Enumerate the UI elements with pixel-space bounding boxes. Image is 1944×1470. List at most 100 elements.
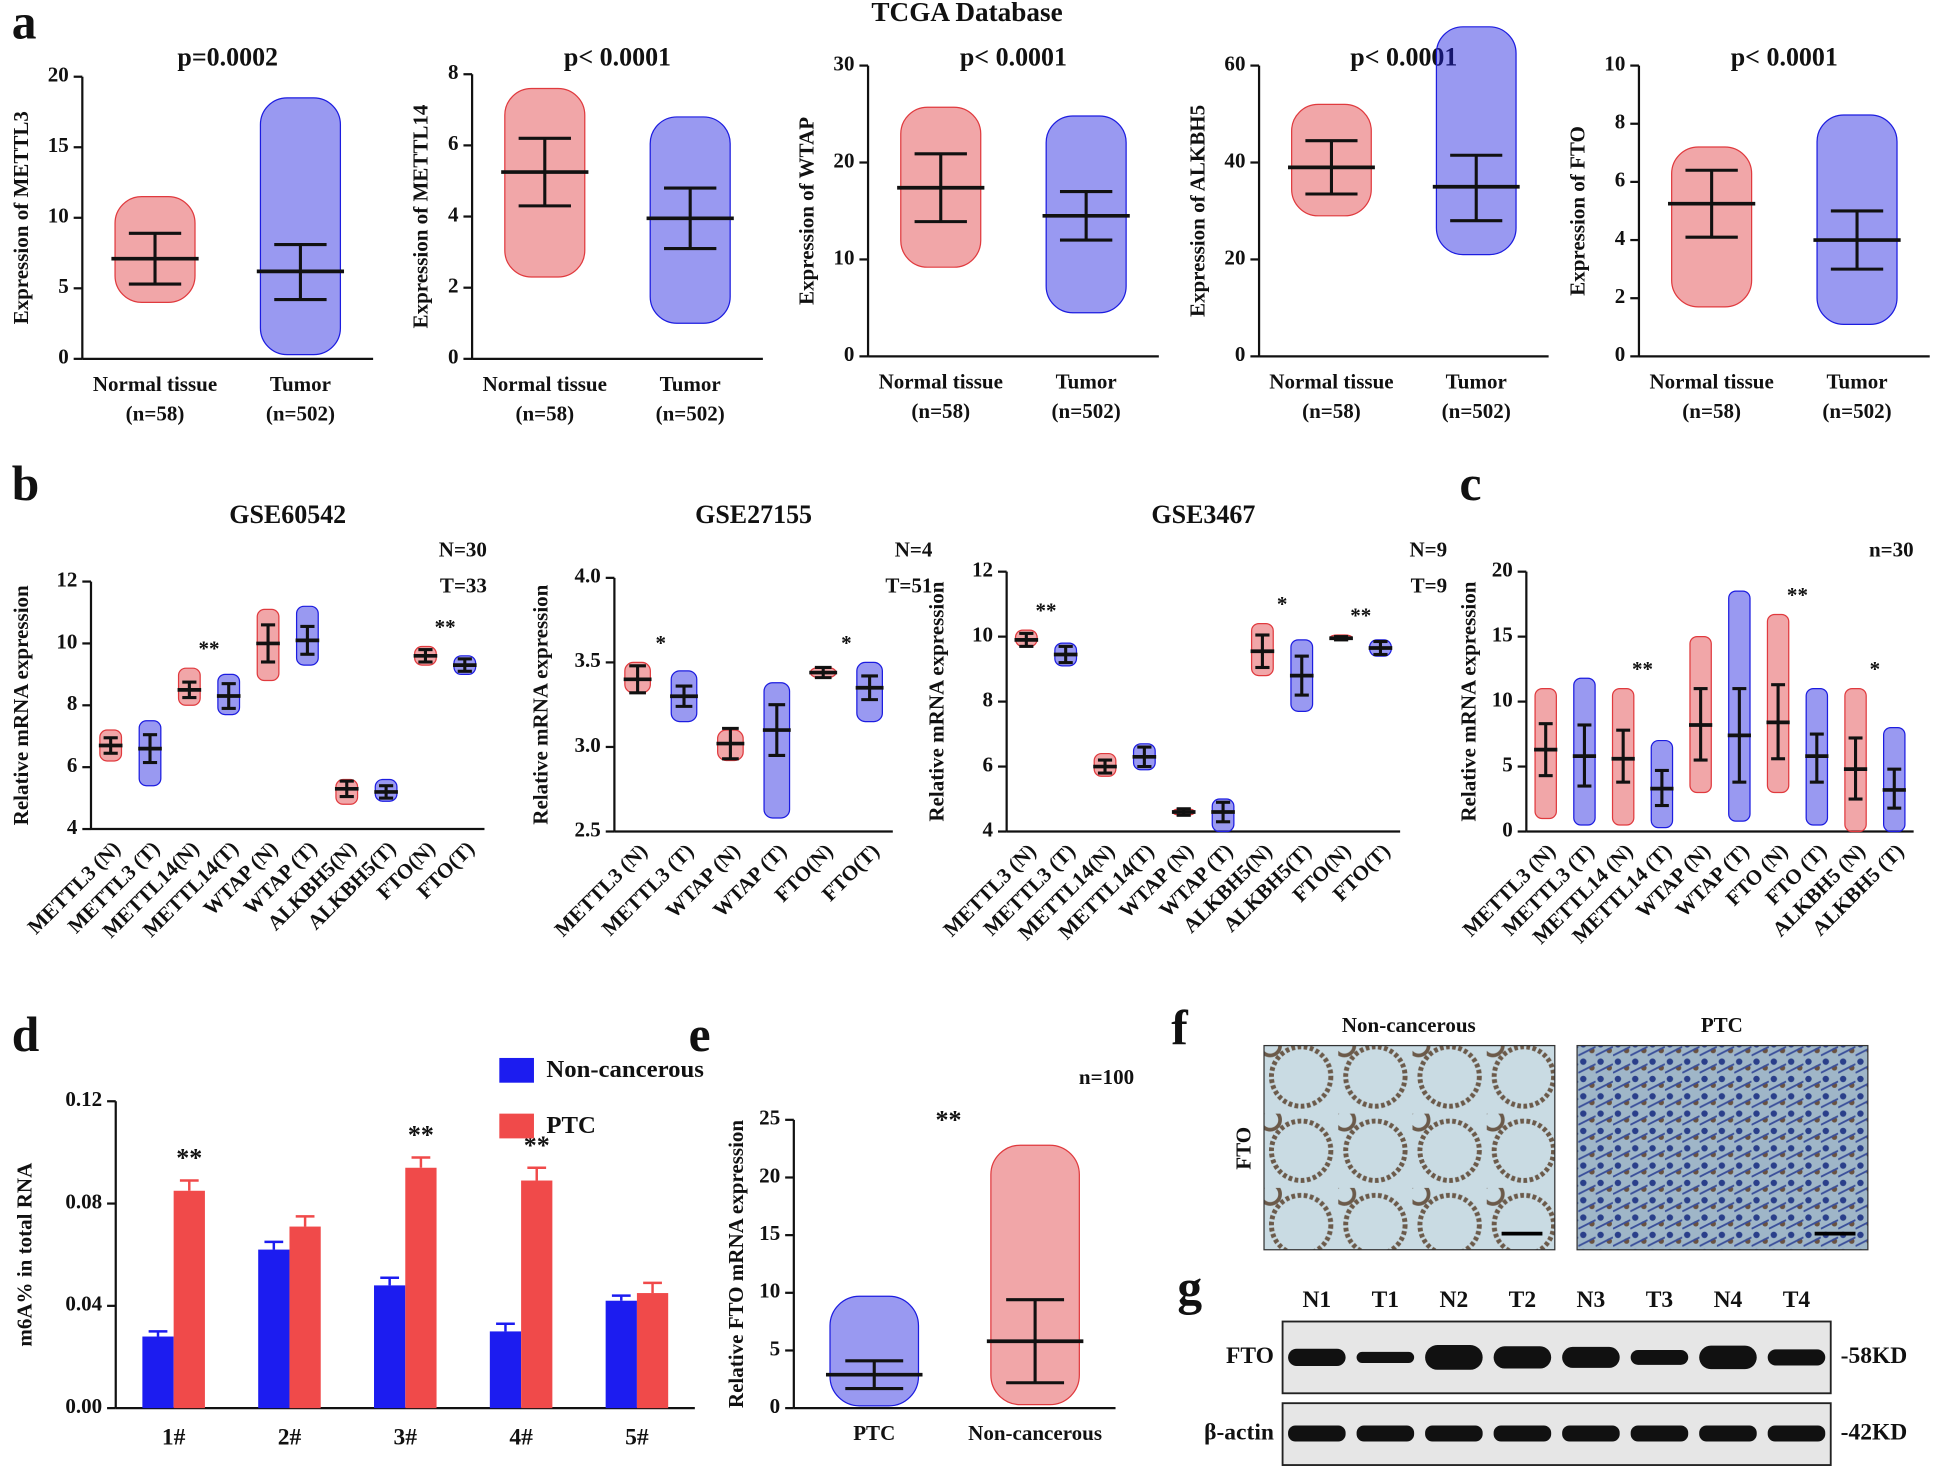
y-axis-label: Relative FTO mRNA expression bbox=[724, 1120, 748, 1408]
annotation: N=9 bbox=[1409, 538, 1447, 562]
y-tick-label: 6 bbox=[1615, 168, 1626, 192]
y-tick-label: 0 bbox=[58, 345, 69, 369]
y-tick-label: 2 bbox=[1615, 284, 1626, 308]
x-tick-label: Tumor bbox=[1826, 369, 1887, 393]
blot-band bbox=[1356, 1425, 1415, 1442]
annotation: N=4 bbox=[895, 538, 933, 562]
y-tick-label: 10 bbox=[972, 622, 993, 646]
annotation: T=33 bbox=[440, 574, 487, 598]
y-tick-label: 25 bbox=[759, 1106, 780, 1130]
y-tick-label: 20 bbox=[759, 1163, 780, 1187]
panel-label: d bbox=[12, 1007, 40, 1062]
y-tick-label: 0.04 bbox=[65, 1292, 102, 1316]
y-axis-label: Relative mRNA expression bbox=[924, 581, 948, 821]
y-tick-label: 5 bbox=[58, 274, 69, 298]
x-tick-label: Tumor bbox=[270, 372, 331, 396]
annotation: N=30 bbox=[439, 538, 487, 562]
y-axis-label: m6A% in total RNA bbox=[12, 1162, 36, 1347]
dot-cloud bbox=[1435, 26, 1517, 256]
significance: ** bbox=[199, 637, 220, 661]
y-tick-label: 5 bbox=[1502, 752, 1513, 776]
y-tick-label: 15 bbox=[48, 133, 69, 157]
y-axis-label: Expression of METTL14 bbox=[408, 104, 432, 328]
y-axis-label: Expression of ALKBH5 bbox=[1186, 105, 1210, 317]
panel-label: b bbox=[12, 456, 40, 511]
blot-band bbox=[1699, 1345, 1757, 1370]
blot-band bbox=[1562, 1346, 1620, 1368]
significance: ** bbox=[936, 1105, 962, 1134]
y-tick-label: 10 bbox=[833, 245, 854, 269]
y-tick-label: 0 bbox=[770, 1394, 781, 1418]
blot-band bbox=[1630, 1425, 1689, 1442]
blot-band bbox=[1425, 1425, 1483, 1442]
significance: * bbox=[1277, 592, 1288, 616]
y-tick-label: 10 bbox=[759, 1279, 780, 1303]
bar bbox=[405, 1167, 437, 1409]
dot-cloud bbox=[259, 97, 342, 356]
panel-label: c bbox=[1460, 456, 1482, 511]
y-tick-label: 6 bbox=[448, 131, 459, 155]
y-tick-label: 6 bbox=[67, 753, 78, 777]
x-tick-label: Normal tissue bbox=[1269, 369, 1393, 393]
bar bbox=[173, 1190, 205, 1409]
y-axis-label: Expression of METTL3 bbox=[9, 111, 33, 324]
significance: ** bbox=[1350, 604, 1371, 628]
y-tick-label: 4.0 bbox=[575, 564, 601, 588]
legend-label: PTC bbox=[546, 1112, 595, 1139]
bar bbox=[636, 1293, 669, 1409]
ihc-image bbox=[1263, 1044, 1556, 1251]
lane-label: T4 bbox=[1783, 1287, 1811, 1313]
lane-label: T2 bbox=[1509, 1287, 1536, 1313]
y-tick-label: 20 bbox=[1224, 245, 1245, 269]
x-tick-note: (n=502) bbox=[1442, 399, 1511, 423]
x-tick-label: Tumor bbox=[660, 372, 721, 396]
size-label: -58KD bbox=[1841, 1343, 1908, 1369]
legend-swatch bbox=[499, 1057, 534, 1083]
y-tick-label: 10 bbox=[48, 204, 69, 228]
blot-band bbox=[1767, 1349, 1826, 1366]
chart-title: p< 0.0001 bbox=[1350, 42, 1457, 71]
y-tick-label: 4 bbox=[1615, 226, 1626, 250]
y-tick-label: 5 bbox=[770, 1336, 781, 1360]
y-axis-label: Relative mRNA expression bbox=[9, 585, 33, 825]
y-tick-label: 0 bbox=[1502, 817, 1513, 841]
blot-band bbox=[1356, 1351, 1415, 1363]
y-tick-label: 20 bbox=[833, 148, 854, 172]
panel-label: a bbox=[12, 0, 37, 50]
y-axis-label: Expression of FTO bbox=[1565, 126, 1589, 296]
panel-label: e bbox=[689, 1007, 711, 1062]
dot-cloud bbox=[829, 1295, 920, 1407]
y-tick-label: 3.0 bbox=[575, 733, 601, 757]
blot-band bbox=[1493, 1425, 1552, 1442]
blot-band bbox=[1767, 1425, 1826, 1442]
x-tick-note: (n=502) bbox=[266, 402, 335, 426]
y-tick-label: 60 bbox=[1224, 51, 1245, 75]
image-panel: Non-cancerous PTC FTO bbox=[1231, 1013, 1869, 1251]
x-tick-label: 2# bbox=[278, 1424, 302, 1450]
legend-swatch bbox=[499, 1113, 534, 1139]
x-tick-label: 1# bbox=[162, 1424, 186, 1450]
bar bbox=[289, 1226, 321, 1409]
blot-band bbox=[1699, 1425, 1757, 1442]
significance: ** bbox=[1632, 657, 1653, 681]
significance: ** bbox=[1787, 583, 1808, 607]
y-tick-label: 0.08 bbox=[65, 1189, 102, 1213]
western-blot bbox=[1281, 1320, 1832, 1466]
lane-label: N3 bbox=[1577, 1287, 1606, 1313]
y-tick-label: 10 bbox=[56, 629, 77, 653]
lane-label: T3 bbox=[1646, 1287, 1673, 1313]
bar bbox=[521, 1180, 553, 1409]
blot-band bbox=[1425, 1345, 1483, 1370]
x-tick-note: (n=58) bbox=[911, 399, 970, 423]
chart-title: p< 0.0001 bbox=[564, 42, 671, 71]
annotation: n=30 bbox=[1869, 538, 1914, 562]
y-tick-label: 10 bbox=[1604, 51, 1625, 75]
significance: ** bbox=[435, 615, 456, 639]
y-tick-label: 3.5 bbox=[575, 648, 601, 672]
x-tick-label: Normal tissue bbox=[483, 372, 607, 396]
lane-label: T1 bbox=[1372, 1287, 1399, 1313]
y-tick-label: 15 bbox=[1492, 622, 1513, 646]
y-tick-label: 10 bbox=[1492, 687, 1513, 711]
size-label: -42KD bbox=[1841, 1420, 1908, 1446]
y-tick-label: 15 bbox=[759, 1221, 780, 1245]
